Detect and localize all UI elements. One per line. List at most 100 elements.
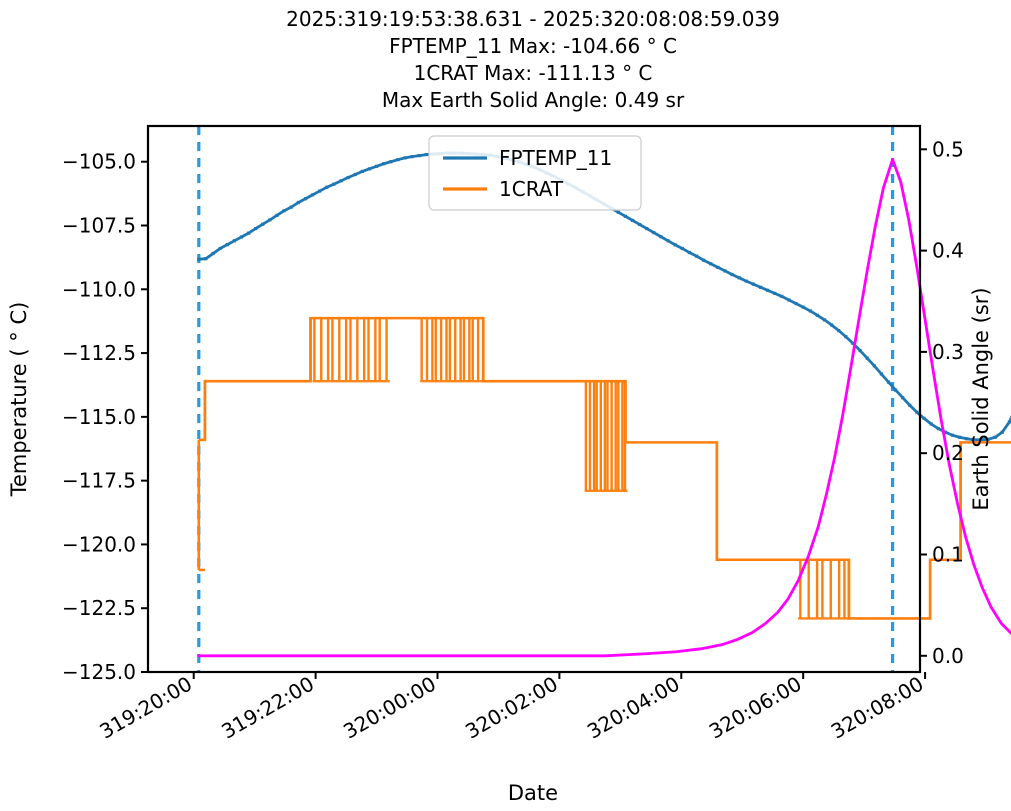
y-tick-label-left-2: −110.0	[62, 277, 136, 301]
data-point	[346, 175, 350, 180]
data-point	[758, 285, 763, 289]
data-point	[666, 239, 670, 243]
data-point	[766, 288, 770, 292]
data-point	[389, 160, 393, 164]
data-point	[780, 294, 784, 299]
data-point	[282, 209, 286, 213]
data-point	[794, 301, 798, 306]
data-point	[623, 214, 628, 218]
data-point	[915, 410, 919, 414]
data-point	[246, 231, 251, 235]
data-point	[872, 364, 876, 368]
data-point	[844, 335, 848, 339]
y-tick-label-right-0: 0.0	[932, 644, 964, 668]
data-point	[254, 226, 258, 231]
figure-title: 2025:319:19:53:38.631 - 2025:320:08:08:5…	[286, 7, 780, 112]
y-tick-label-left-5: −117.5	[62, 469, 136, 493]
data-point	[886, 380, 891, 384]
y-tick-label-left-8: −125.0	[62, 660, 136, 684]
data-point	[211, 251, 215, 256]
data-point	[673, 243, 677, 247]
y-tick-label-right-5: 0.5	[932, 137, 964, 161]
y-axis-label-right: Earth Solid Angle (sr)	[969, 287, 993, 510]
data-point	[225, 243, 229, 247]
data-point	[367, 167, 372, 171]
data-point	[204, 257, 208, 261]
data-point	[822, 318, 827, 322]
y-tick-label-left-4: −115.0	[62, 405, 136, 429]
data-point	[616, 210, 620, 214]
data-point	[851, 341, 855, 345]
data-point	[353, 172, 357, 177]
legend-frame	[428, 135, 642, 211]
data-point	[972, 438, 976, 442]
legend-label-1crat: 1CRAT	[499, 177, 564, 201]
data-point	[830, 323, 834, 327]
data-point	[801, 305, 805, 309]
data-point	[239, 235, 244, 239]
data-point	[1007, 420, 1011, 424]
data-point	[296, 200, 300, 205]
data-point	[879, 372, 883, 376]
data-point	[808, 309, 812, 313]
x-axis-label: Date	[508, 781, 558, 805]
x-tick-label-2: 320:00:00	[339, 672, 440, 744]
data-point	[410, 155, 414, 159]
chart-legend[interactable]: FPTEMP_11 1CRAT	[428, 135, 642, 211]
data-point	[815, 313, 820, 317]
data-point	[986, 437, 990, 441]
title-line-3: 1CRAT Max: -111.13 ° C	[414, 61, 653, 85]
series-line-earth-solid-angle	[197, 158, 1011, 658]
perigee-marker-lines	[197, 126, 895, 672]
data-point	[659, 235, 663, 239]
y-tick-label-left-6: −120.0	[62, 532, 136, 556]
data-point	[858, 348, 862, 353]
axes-frame	[146, 124, 922, 674]
data-point	[261, 222, 265, 226]
data-point	[680, 246, 684, 251]
y-tick-label-left-0: −105.0	[62, 150, 136, 174]
data-point	[645, 226, 649, 231]
data-point	[865, 356, 869, 360]
data-point	[339, 179, 343, 183]
data-point	[993, 435, 997, 439]
data-point	[310, 193, 315, 197]
data-point	[382, 162, 386, 166]
x-tick-label-4: 320:04:00	[583, 672, 684, 744]
x-tick-label-6: 320:08:00	[827, 672, 928, 744]
data-point	[360, 169, 364, 174]
legend-label-fptemp_11: FPTEMP_11	[499, 146, 612, 170]
data-point	[958, 435, 962, 439]
data-point	[751, 282, 756, 286]
data-point	[318, 189, 322, 193]
data-point	[417, 154, 421, 158]
data-point	[275, 213, 279, 217]
data-point	[396, 158, 400, 162]
data-point	[936, 427, 940, 431]
data-series-group	[197, 151, 1011, 658]
data-point	[332, 182, 336, 186]
data-point	[325, 185, 329, 189]
data-point	[922, 416, 926, 420]
data-point	[652, 231, 656, 235]
data-point	[908, 403, 912, 407]
y-axis-left-ticks: −105.0 −107.5 −110.0 −112.5 −115.0 −117.5 −120…	[62, 150, 148, 684]
y-tick-label-right-4: 0.4	[932, 239, 964, 263]
data-point	[929, 422, 933, 426]
data-point	[289, 205, 293, 209]
series-spikes-1crat	[312, 318, 849, 620]
data-point	[950, 433, 955, 437]
data-point	[979, 438, 983, 442]
data-point	[744, 279, 748, 283]
data-point	[965, 437, 969, 441]
plot-area	[197, 126, 1011, 672]
data-point	[837, 329, 841, 333]
data-point	[638, 222, 642, 227]
y-tick-label-left-3: −112.5	[62, 341, 136, 365]
data-point	[268, 218, 272, 222]
series-risers-1crat	[203, 318, 962, 619]
x-tick-label-3: 320:02:00	[461, 672, 562, 744]
data-point	[1000, 430, 1004, 434]
